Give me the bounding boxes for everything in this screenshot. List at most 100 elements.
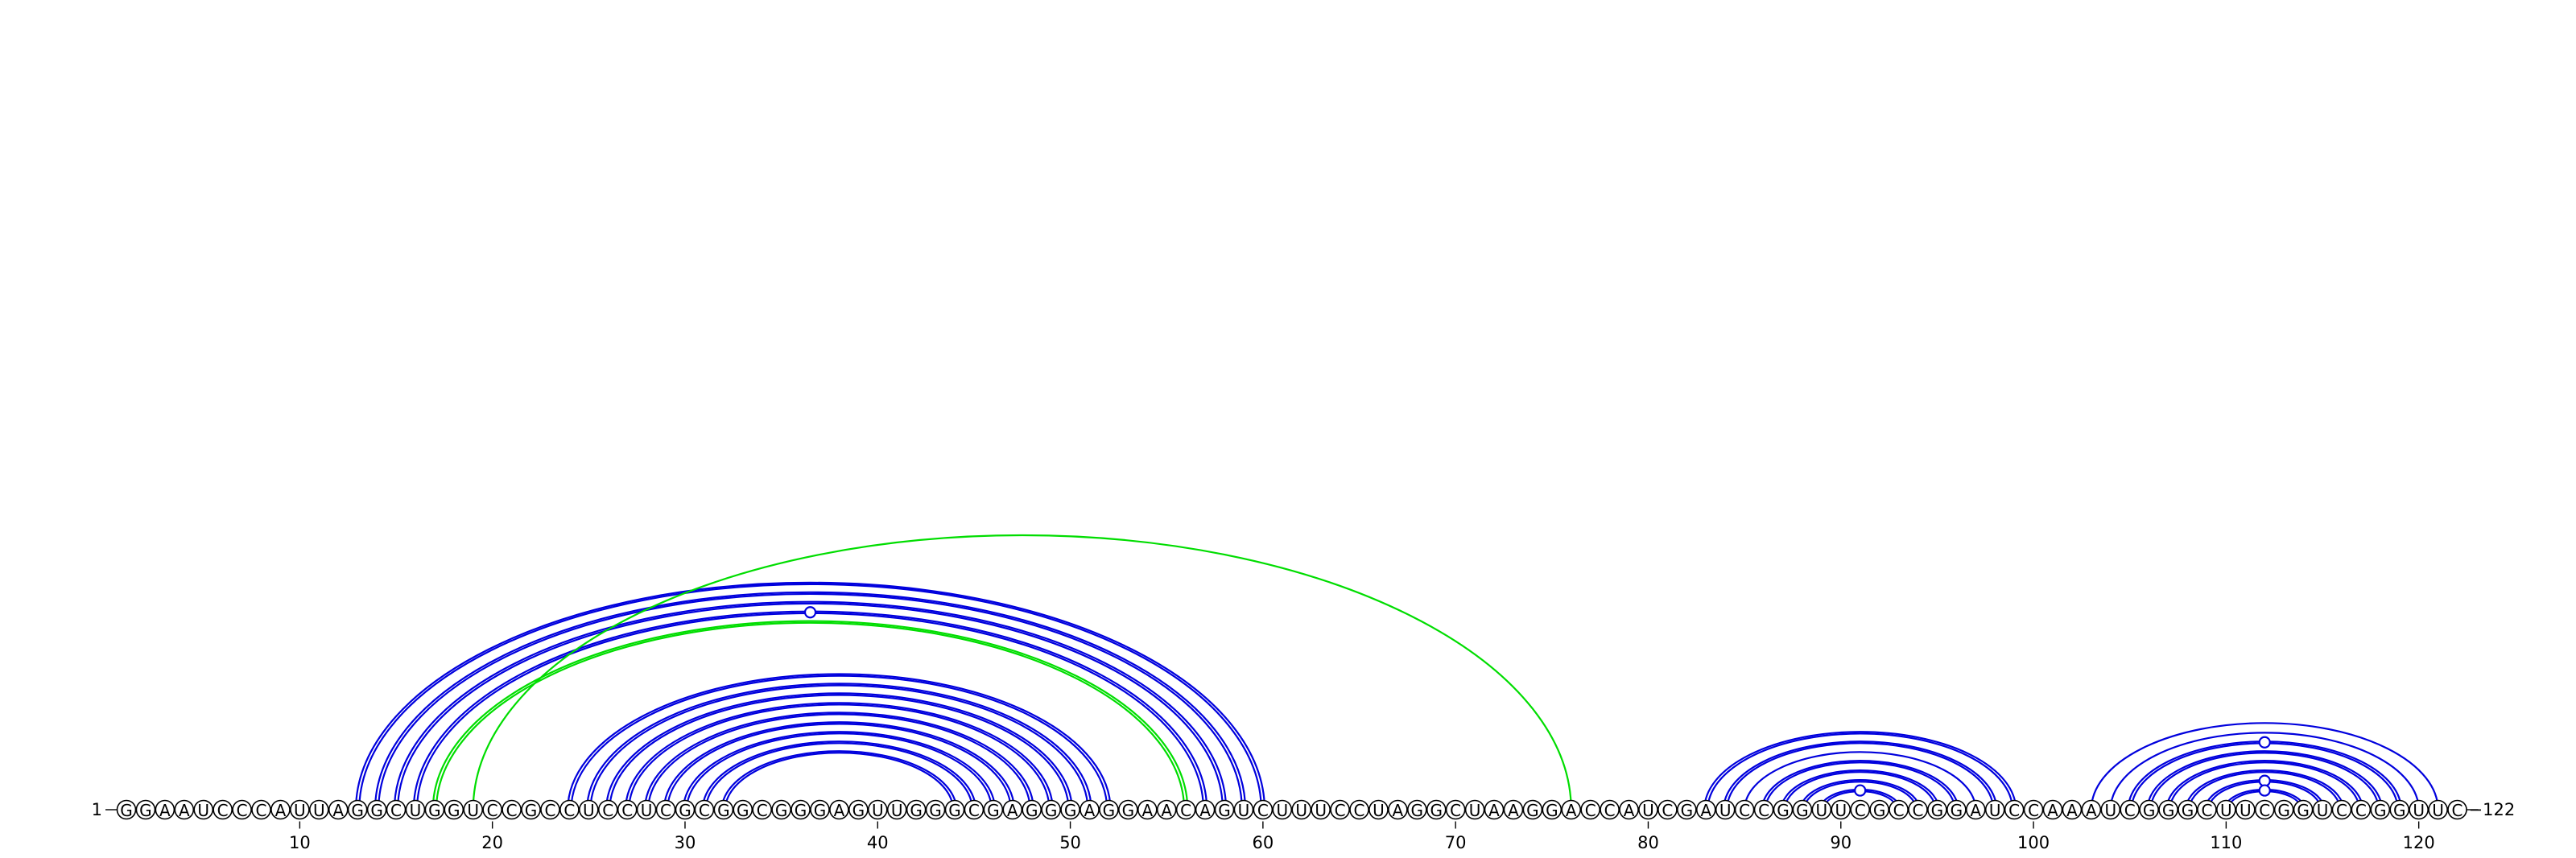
nucleotide-circle <box>2120 799 2140 820</box>
nucleotide: G <box>424 799 445 820</box>
arc-stroke <box>685 732 993 811</box>
nucleotide: C <box>2254 799 2275 820</box>
arc-stroke <box>2109 732 2420 811</box>
nucleotide: U <box>1272 799 1293 820</box>
arc-stroke <box>567 673 1112 811</box>
nucleotide-circle <box>2428 799 2448 820</box>
nucleotide: C <box>386 799 407 820</box>
nucleotide-letter: U <box>2104 801 2116 820</box>
nucleotide-letter: A <box>2086 801 2097 820</box>
base-pair-arc-14-59 <box>374 591 1247 811</box>
nucleotide-letter: G <box>1122 801 1135 820</box>
nucleotide-circle <box>347 799 368 820</box>
nucleotide-letter: G <box>1045 801 1058 820</box>
base-pair-arc-29-47 <box>663 721 1015 811</box>
nucleotide-circle <box>2447 799 2467 820</box>
nucleotide: A <box>1965 799 1986 820</box>
nucleotide-letter: G <box>525 801 538 820</box>
nucleotide-letter: U <box>1719 801 1732 820</box>
tick-label: 120 <box>2403 833 2435 852</box>
nucleotide: U <box>579 799 599 820</box>
base-pair-arc-24-52 <box>567 673 1112 811</box>
nucleotide: G <box>1946 799 1967 820</box>
nucleotide: U <box>1291 799 1312 820</box>
nucleotide-circle <box>1233 799 1254 820</box>
nucleotide-circle <box>1272 799 1293 820</box>
nucleotide: G <box>733 799 753 820</box>
arc-stroke <box>724 752 954 811</box>
nucleotide-letter: C <box>2028 801 2039 820</box>
nucleotide: G <box>1426 799 1447 820</box>
nucleotide: G <box>1214 799 1235 820</box>
nucleotide: A <box>1619 799 1639 820</box>
tick-label: 50 <box>1059 833 1081 852</box>
nucleotide-letter: C <box>1855 801 1866 820</box>
nucleotide: G <box>1022 799 1042 820</box>
nucleotide-letter: U <box>641 801 653 820</box>
nucleotide: U <box>2216 799 2236 820</box>
arc-stroke <box>2188 771 2341 811</box>
nucleotide-letter: A <box>1199 801 1211 820</box>
nucleotide-circle <box>1214 799 1235 820</box>
tick-label: 70 <box>1445 833 1467 852</box>
tick-label: 20 <box>481 833 503 852</box>
nucleotide-circle <box>944 799 965 820</box>
nucleotide-circle <box>2312 799 2333 820</box>
nucleotide-letter: C <box>2336 801 2347 820</box>
nucleotide-circle <box>1291 799 1312 820</box>
nucleotide: A <box>1137 799 1158 820</box>
nucleotide: U <box>2235 799 2256 820</box>
nucleotide-circle <box>848 799 869 820</box>
nucleotide-circle <box>1022 799 1042 820</box>
nucleotide-letter: A <box>1084 801 1096 820</box>
nucleotide-circle <box>444 799 464 820</box>
arc-stroke <box>378 592 1243 811</box>
nucleotide-letter: A <box>834 801 845 820</box>
nucleotide-circle <box>521 799 541 820</box>
arc-stroke <box>1761 760 1959 811</box>
nucleotide-circle <box>1542 799 1563 820</box>
nucleotide-circle <box>579 799 599 820</box>
sequence-start-label: 1 <box>92 800 102 819</box>
arc-stroke <box>2090 722 2439 811</box>
nucleotide: G <box>1060 799 1080 820</box>
nucleotide-circle <box>983 799 1004 820</box>
nucleotide-letter: A <box>1970 801 1981 820</box>
base-pair-arc-26-50 <box>605 692 1073 811</box>
nucleotide: G <box>675 799 696 820</box>
nucleotide-letter: C <box>390 801 402 820</box>
nucleotide-letter: C <box>621 801 633 820</box>
nucleotide-circle <box>540 799 560 820</box>
nucleotide-letter: G <box>929 801 942 820</box>
nucleotide: G <box>713 799 734 820</box>
base-pair-arc-13-60 <box>354 581 1266 811</box>
base-pair-arc-27-49 <box>624 702 1054 811</box>
nucleotide-circle <box>1002 799 1023 820</box>
nucleotide: C <box>694 799 715 820</box>
nucleotide: C <box>1580 799 1600 820</box>
nucleotide-letter: G <box>1103 801 1116 820</box>
nucleotide: U <box>2312 799 2333 820</box>
nucleotide: C <box>597 799 618 820</box>
nucleotide-circle <box>1426 799 1447 820</box>
nucleotide-circle <box>771 799 791 820</box>
nucleotide: U <box>636 799 657 820</box>
nucleotide: U <box>1984 799 2005 820</box>
tick-label: 30 <box>675 833 696 852</box>
nucleotide: U <box>1464 799 1485 820</box>
nucleotide: A <box>2042 799 2063 820</box>
nucleotide-letter: G <box>2297 801 2310 820</box>
arc-stroke <box>431 620 1189 811</box>
nucleotide: U <box>1811 799 1832 820</box>
nucleotide-circle <box>1484 799 1505 820</box>
arc-stroke <box>682 731 997 811</box>
arc-stroke <box>2169 761 2360 811</box>
base-pair-arc-31-45 <box>701 740 977 811</box>
nucleotide: G <box>444 799 464 820</box>
nucleotide: G <box>116 799 137 820</box>
nucleotide-letter: A <box>159 801 171 820</box>
nucleotide-letter: C <box>2259 801 2270 820</box>
nucleotide: A <box>1156 799 1177 820</box>
nucleotide-circle <box>386 799 407 820</box>
nucleotide-circle <box>366 799 387 820</box>
